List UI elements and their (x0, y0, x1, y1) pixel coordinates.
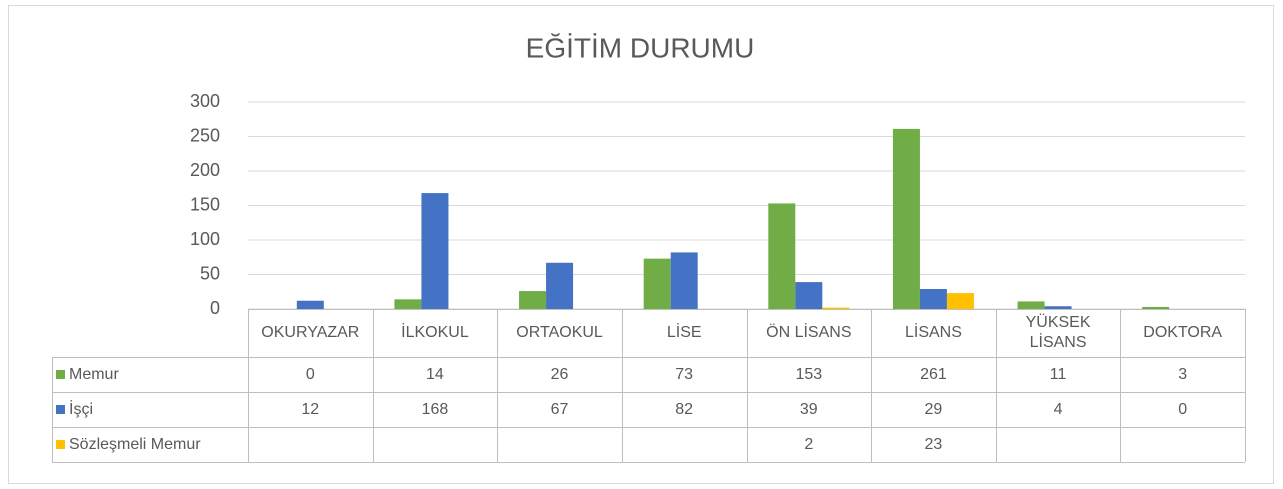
table-value: 0 (1178, 400, 1188, 418)
table-value: 168 (421, 400, 449, 418)
bar (892, 128, 920, 309)
legend-key (56, 370, 65, 379)
bar (643, 258, 671, 309)
chart-title: EĞİTİM DURUMU (526, 32, 755, 63)
bar (1142, 306, 1170, 309)
legend-key (56, 405, 65, 414)
x-tick-label: YÜKSEK LİSANS (1025, 314, 1091, 351)
table-line (746, 309, 748, 462)
table-value: 153 (795, 365, 823, 383)
table-value: 12 (301, 400, 320, 418)
x-tick-label: İLKOKUL (401, 324, 469, 341)
table-line (372, 309, 374, 462)
bar (519, 291, 547, 309)
bar (795, 282, 823, 309)
legend-label: İşçi (69, 400, 93, 418)
bar (1017, 301, 1045, 309)
bar (546, 262, 574, 309)
table-line (1245, 309, 1246, 462)
table-value: 23 (924, 435, 943, 453)
table-value: 82 (675, 400, 694, 418)
bar (919, 288, 947, 309)
table-line (52, 427, 1245, 428)
table-value: 2 (804, 435, 814, 453)
legend-label: Memur (69, 365, 119, 383)
bar (394, 299, 422, 309)
table-value: 26 (550, 365, 569, 383)
table-value: 39 (799, 400, 818, 418)
y-tick-label: 250 (190, 125, 220, 145)
x-tick-label: LİSANS (904, 324, 962, 341)
table-value: 14 (426, 365, 444, 383)
table-value: 4 (1053, 400, 1063, 418)
x-tick-label: ORTAOKUL (516, 324, 603, 341)
table-line (621, 309, 623, 462)
table-value: 261 (920, 365, 947, 383)
chart-border (8, 5, 1274, 484)
x-tick-label: DOKTORA (1143, 324, 1223, 341)
table-value: 73 (675, 365, 694, 383)
bar (1044, 306, 1072, 309)
table-line (995, 309, 997, 462)
legend-entry: Sözleşmeli Memur (52, 427, 248, 462)
legend-entry: Memur (52, 357, 248, 392)
legend-key (56, 440, 65, 449)
table-line (871, 309, 873, 462)
x-tick-label: ÖN LİSANS (766, 324, 852, 341)
bar (822, 307, 850, 309)
bar (421, 193, 449, 309)
table-line (1120, 309, 1122, 462)
x-tick-label: OKURYAZAR (261, 324, 360, 341)
bar (296, 300, 324, 309)
table-line (248, 309, 249, 462)
table-value: 0 (305, 365, 315, 383)
table-value: 29 (924, 400, 943, 418)
legend-entry: İşçi (52, 392, 248, 427)
table-line (497, 309, 499, 462)
x-tick-label: LİSE (666, 324, 702, 341)
y-tick-label: 150 (190, 194, 220, 214)
y-tick-label: 0 (210, 298, 220, 318)
table-line (52, 462, 1245, 463)
bar (768, 203, 796, 309)
y-tick-label: 50 (200, 263, 220, 283)
bar (670, 252, 698, 309)
table-line (52, 357, 53, 462)
table-value: 67 (550, 400, 569, 418)
legend-label: Sözleşmeli Memur (69, 435, 201, 453)
bar (946, 293, 974, 309)
y-tick-label: 300 (190, 91, 220, 111)
y-tick-label: 200 (190, 160, 220, 180)
y-tick-label: 100 (190, 229, 220, 249)
table-value: 3 (1178, 365, 1188, 383)
table-value: 11 (1049, 365, 1067, 383)
table-line (52, 392, 1245, 393)
table-line (52, 357, 1245, 358)
